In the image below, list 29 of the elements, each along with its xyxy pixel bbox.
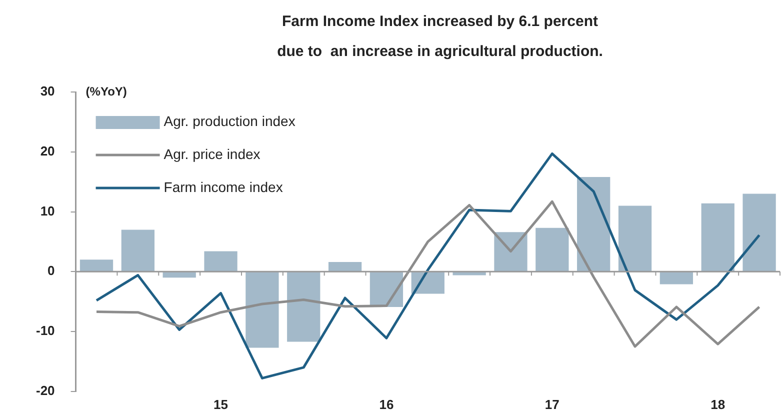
y-tick-label: -10 <box>36 323 55 338</box>
bar <box>246 272 279 348</box>
bar <box>80 260 114 272</box>
y-tick-label: 20 <box>40 143 55 158</box>
bar <box>328 262 362 272</box>
bar <box>287 272 320 342</box>
x-tick-label: 18 <box>710 396 726 412</box>
x-tick-label: 15 <box>214 396 228 412</box>
bar <box>701 203 734 272</box>
y-tick-label: -20 <box>36 382 55 398</box>
bar <box>577 177 610 272</box>
y-tick-label: 0 <box>48 263 55 278</box>
chart-title: Farm Income Index increased by 6.1 percent due to an increase in agricultural production. <box>277 13 603 60</box>
bar <box>660 272 694 284</box>
y-tick-label: 30 <box>40 84 55 99</box>
x-tick-label: 17 <box>544 396 560 412</box>
bar <box>494 232 528 272</box>
x-tick-label: 16 <box>379 396 394 412</box>
legend-label: Farm income index <box>164 178 283 195</box>
bar <box>742 194 776 272</box>
legend-label: Agr. production index <box>164 112 296 129</box>
bar <box>204 251 238 272</box>
bar <box>618 206 652 272</box>
y-axis-title: (%YoY) <box>86 84 127 98</box>
legend-label: Agr. price index <box>164 146 260 162</box>
y-tick-label: 10 <box>40 203 55 218</box>
bar <box>162 272 196 278</box>
bar <box>121 230 154 272</box>
bar <box>536 228 569 272</box>
